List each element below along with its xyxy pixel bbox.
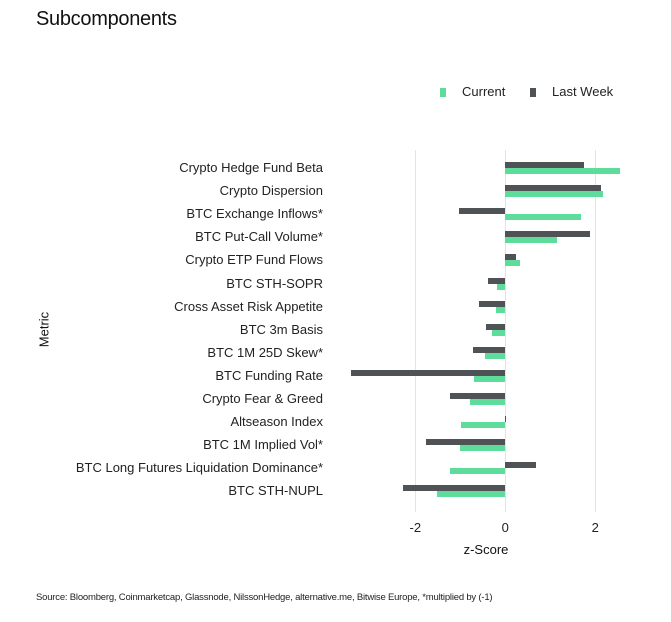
category-label: BTC Funding Rate [215, 367, 323, 383]
category-label: Crypto Dispersion [219, 183, 323, 199]
bar-last-week [505, 254, 517, 261]
bar-current [437, 491, 506, 498]
gridline [415, 150, 416, 512]
bar-current [485, 352, 506, 359]
bar-last-week [488, 277, 506, 284]
legend-swatch-current [440, 88, 446, 97]
category-label: Crypto ETP Fund Flows [185, 252, 323, 268]
x-tick-label: -2 [409, 520, 422, 535]
bar-last-week [425, 439, 506, 446]
bar-current [449, 468, 506, 475]
legend-label-last-week: Last Week [552, 84, 614, 99]
bar-last-week [505, 416, 507, 423]
bar-last-week [472, 346, 506, 353]
gridline [505, 150, 506, 512]
bar-last-week [403, 485, 506, 492]
category-label: BTC Long Futures Liquidation Dominance* [75, 460, 323, 476]
bar-current [492, 329, 506, 336]
source-note: Source: Bloomberg, Coinmarketcap, Glassn… [36, 592, 493, 603]
legend-label-current: Current [462, 84, 506, 99]
category-label: BTC STH-NUPL [228, 483, 323, 499]
bar-current [496, 306, 506, 313]
bar-current [460, 422, 506, 429]
category-label: Cross Asset Risk Appetite [174, 298, 323, 314]
bar-last-week [458, 208, 506, 215]
bar-last-week [505, 185, 602, 192]
bar-current [469, 399, 506, 405]
bar-current [505, 191, 604, 198]
bar-current [473, 375, 506, 382]
bar-current [497, 283, 506, 290]
bar-last-week [505, 231, 590, 238]
bar-last-week [351, 369, 506, 376]
bar-current [505, 214, 581, 221]
bar-current [505, 260, 521, 267]
category-label: BTC STH-SOPR [226, 275, 323, 291]
category-label: Crypto Hedge Fund Beta [179, 160, 323, 175]
legend-swatch-last-week [530, 88, 536, 97]
category-label: BTC 1M 25D Skew* [207, 344, 323, 360]
bar-last-week [449, 393, 506, 399]
bar-last-week [505, 162, 585, 168]
category-label: BTC Exchange Inflows* [186, 206, 323, 222]
bar-current [505, 168, 621, 174]
category-label: BTC 3m Basis [239, 321, 323, 337]
gridline [595, 150, 596, 512]
bar-last-week [479, 300, 506, 307]
bar-last-week [485, 323, 506, 330]
bar-current [460, 445, 506, 452]
category-label: BTC 1M Implied Vol* [203, 437, 323, 453]
category-label: Crypto Fear & Greed [202, 391, 323, 406]
x-tick-label: 0 [501, 520, 509, 535]
category-label: BTC Put-Call Volume* [195, 229, 323, 245]
bar-current [505, 237, 558, 244]
x-tick-label: 2 [591, 520, 599, 535]
category-label: Altseason Index [230, 414, 323, 430]
chart-title: Subcomponents [36, 8, 177, 30]
bar-last-week [505, 462, 537, 469]
x-axis-label: z-Score [463, 542, 509, 557]
